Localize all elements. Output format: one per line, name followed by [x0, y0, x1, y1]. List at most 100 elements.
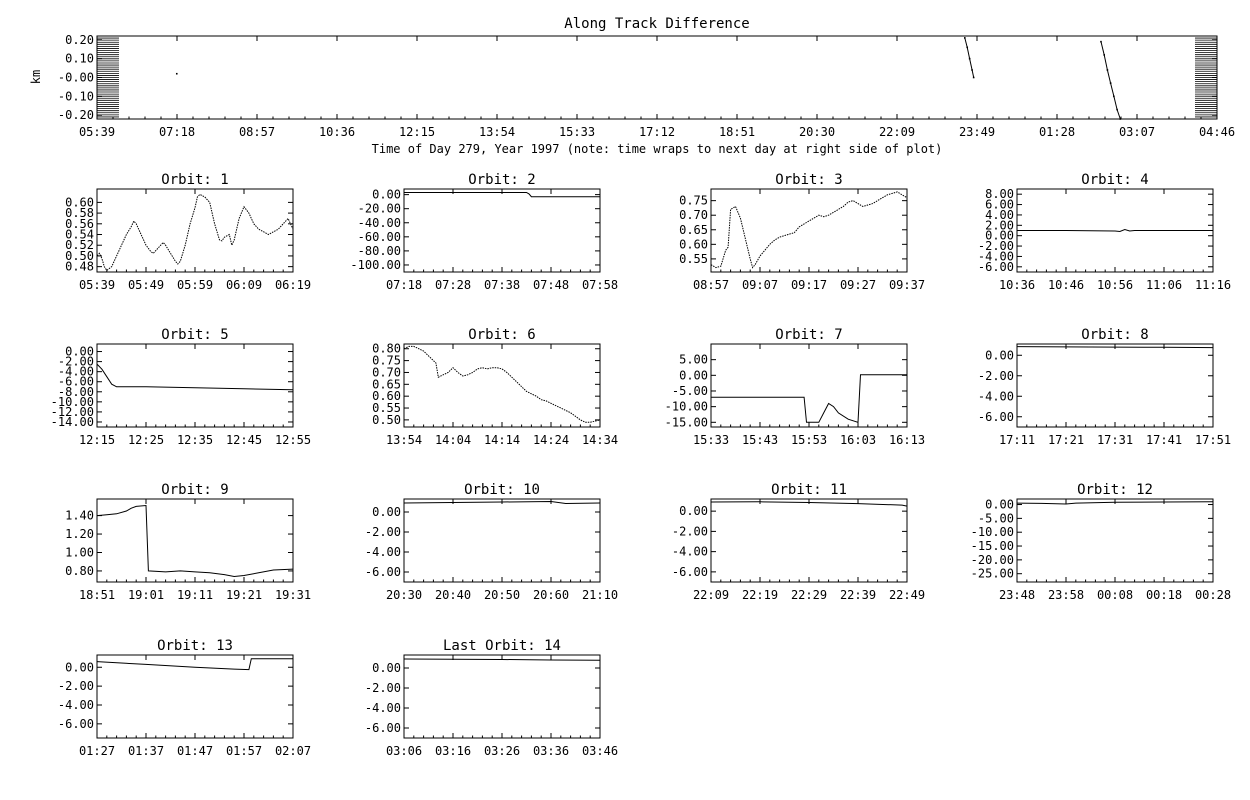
- panel-title: Orbit: 10: [464, 482, 540, 498]
- x-tick-label: 09:17: [791, 278, 827, 292]
- y-tick-label: -80.00: [358, 244, 401, 258]
- x-tick-label: 03:07: [1119, 125, 1155, 139]
- y-tick-label: -6.00: [58, 375, 94, 389]
- y-tick-label: -10.00: [971, 525, 1014, 539]
- x-tick-label: 18:51: [719, 125, 755, 139]
- x-tick-label: 17:21: [1048, 433, 1084, 447]
- orbit-panel-1: Orbit: 105:39 05:49 05:59 06:09 06:190.600.5…: [65, 172, 311, 292]
- x-tick-label: 14:34: [582, 433, 618, 447]
- plots-layer: 05:39 07:18 08:57 10:36 12:15 13:54 15:33 17:12…: [51, 33, 1235, 758]
- x-tick-label: 00:08: [1097, 588, 1133, 602]
- y-tick-label: 0.65: [679, 223, 708, 237]
- x-tick-label: 11:06: [1146, 278, 1182, 292]
- x-tick-label: 13:54: [386, 433, 422, 447]
- y-tick-label: 0.00: [985, 229, 1014, 243]
- y-tick-label: 0.55: [372, 401, 401, 415]
- y-tick-label: -5.00: [672, 384, 708, 398]
- y-tick-label: -4.00: [58, 698, 94, 712]
- y-tick-label: 0.75: [372, 354, 401, 368]
- x-tick-label: 12:35: [177, 433, 213, 447]
- data-series-line: [403, 658, 601, 661]
- y-tick-label: -12.00: [51, 405, 94, 419]
- y-tick-label: -8.00: [58, 385, 94, 399]
- data-series-line: [711, 374, 907, 423]
- data-series-line: [96, 504, 294, 578]
- y-tick-label: 0.20: [65, 33, 94, 47]
- y-tick-label: -6.00: [58, 717, 94, 731]
- y-tick-label: -4.00: [978, 389, 1014, 403]
- y-tick-label: -2.00: [978, 239, 1014, 253]
- data-series-line: [1016, 346, 1214, 349]
- data-track: [964, 37, 975, 78]
- x-tick-label: 22:09: [879, 125, 915, 139]
- y-tick-label: 0.50: [372, 413, 401, 427]
- x-tick-label: 05:39: [79, 278, 115, 292]
- y-tick-label: -15.00: [665, 415, 708, 429]
- orbit-panel-2: Orbit: 2 07:18 07:28 07:38 07:48 07:58 0.00-20…: [350, 172, 618, 292]
- x-tick-label: 17:11: [999, 433, 1035, 447]
- y-tick-label: -4.00: [978, 249, 1014, 263]
- x-tick-label: 01:37: [128, 744, 164, 758]
- y-tick-label: -0.10: [58, 89, 94, 103]
- y-tick-label: 0.10: [65, 52, 94, 66]
- y-tick-label: 6.00: [985, 198, 1014, 212]
- x-tick-label: 20:30: [799, 125, 835, 139]
- y-tick-label: 0.00: [679, 504, 708, 518]
- x-tick-label: 03:26: [484, 744, 520, 758]
- x-tick-label: 10:56: [1097, 278, 1133, 292]
- x-tick-label: 18:51: [79, 588, 115, 602]
- x-tick-label: 22:19: [742, 588, 778, 602]
- panel-title: Orbit: 6: [468, 327, 535, 343]
- main-y-axis-label: km: [29, 70, 43, 84]
- y-tick-label: 0.00: [65, 660, 94, 674]
- y-tick-label: 0.00: [985, 348, 1014, 362]
- x-tick-label: 10:36: [999, 278, 1035, 292]
- data-series-line: [710, 191, 908, 269]
- y-tick-label: -2.00: [978, 369, 1014, 383]
- x-tick-label: 16:03: [840, 433, 876, 447]
- y-tick-label: 0.70: [679, 208, 708, 222]
- panel-title: Orbit: 7: [775, 327, 842, 343]
- x-tick-label: 07:58: [582, 278, 618, 292]
- y-tick-label: -10.00: [665, 400, 708, 414]
- y-tick-label: 0.00: [372, 505, 401, 519]
- x-tick-label: 12:15: [399, 125, 435, 139]
- main-plot: 05:39 07:18 08:57 10:36 12:15 13:54 15:33 17:12…: [58, 33, 1235, 139]
- x-tick-label: 03:46: [582, 744, 618, 758]
- x-tick-label: 08:57: [693, 278, 729, 292]
- y-tick-label: -6.00: [978, 410, 1014, 424]
- y-tick-label: 0.00: [372, 188, 401, 202]
- x-tick-label: 15:33: [559, 125, 595, 139]
- panel-title: Orbit: 13: [157, 638, 233, 654]
- data-track: [1100, 41, 1121, 120]
- x-tick-label: 07:38: [484, 278, 520, 292]
- data-series-line: [96, 658, 293, 671]
- x-tick-label: 14:04: [435, 433, 471, 447]
- orbit-panel-12: Orbit: 12 23:48 23:58 00:08 00:18 00:28 0.00-5…: [971, 482, 1231, 602]
- x-tick-label: 13:54: [479, 125, 515, 139]
- x-tick-label: 01:47: [177, 744, 213, 758]
- data-point: [175, 72, 178, 75]
- x-tick-label: 20:30: [386, 588, 422, 602]
- x-tick-label: 07:28: [435, 278, 471, 292]
- x-tick-label: 15:43: [742, 433, 778, 447]
- x-tick-label: 19:11: [177, 588, 213, 602]
- panel-title: Orbit: 1: [161, 172, 228, 188]
- x-tick-label: 00:18: [1146, 588, 1182, 602]
- panel-title: Orbit: 8: [1081, 327, 1148, 343]
- x-tick-label: 14:24: [533, 433, 569, 447]
- x-tick-label: 20:40: [435, 588, 471, 602]
- y-tick-label: -20.00: [358, 202, 401, 216]
- x-tick-label: 12:45: [226, 433, 262, 447]
- y-tick-label: -0.00: [58, 71, 94, 85]
- data-series-line: [710, 501, 908, 507]
- x-tick-label: 22:49: [889, 588, 925, 602]
- x-tick-label: 09:37: [889, 278, 925, 292]
- y-tick-label: -6.00: [978, 260, 1014, 274]
- y-tick-label: 0.48: [65, 260, 94, 274]
- x-tick-label: 19:31: [275, 588, 311, 602]
- orbit-panel-14: Last Orbit: 14 03:06 03:16 03:26 03:36 03:46 0…: [365, 638, 618, 758]
- orbit-panel-9: Orbit: 9 18:51 19:01 19:11 19:21 19:31 1.40 1.2…: [65, 482, 311, 602]
- y-tick-label: 0.60: [65, 195, 94, 209]
- y-tick-label: -10.00: [51, 395, 94, 409]
